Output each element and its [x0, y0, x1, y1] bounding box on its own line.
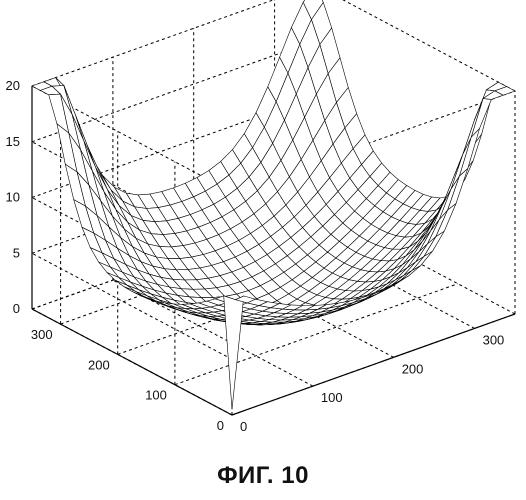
z-tick-label: 20: [6, 78, 20, 93]
y-tick-label: 300: [31, 327, 53, 342]
surface-cell: [224, 296, 244, 410]
x-axis-line: [232, 314, 515, 415]
y-tick-label: 100: [145, 388, 167, 403]
x-tick-label: 0: [240, 419, 247, 434]
z-tick-label: 10: [6, 190, 20, 205]
figure-caption: ФИГ. 10: [0, 462, 526, 490]
y-axis-line: [32, 309, 232, 415]
z-tick-label: 0: [13, 301, 20, 316]
x-tick-label: 300: [483, 332, 505, 347]
back-wall-gridline: [32, 0, 315, 86]
y-tick-label: 200: [88, 357, 110, 372]
x-tick-label: 100: [321, 390, 343, 405]
surface-plot: 0510152001002003000100200300: [0, 0, 526, 445]
x-tick-label: 200: [402, 361, 424, 376]
z-tick-label: 15: [6, 134, 20, 149]
y-tick-label: 0: [217, 418, 224, 433]
z-tick-label: 5: [13, 245, 20, 260]
